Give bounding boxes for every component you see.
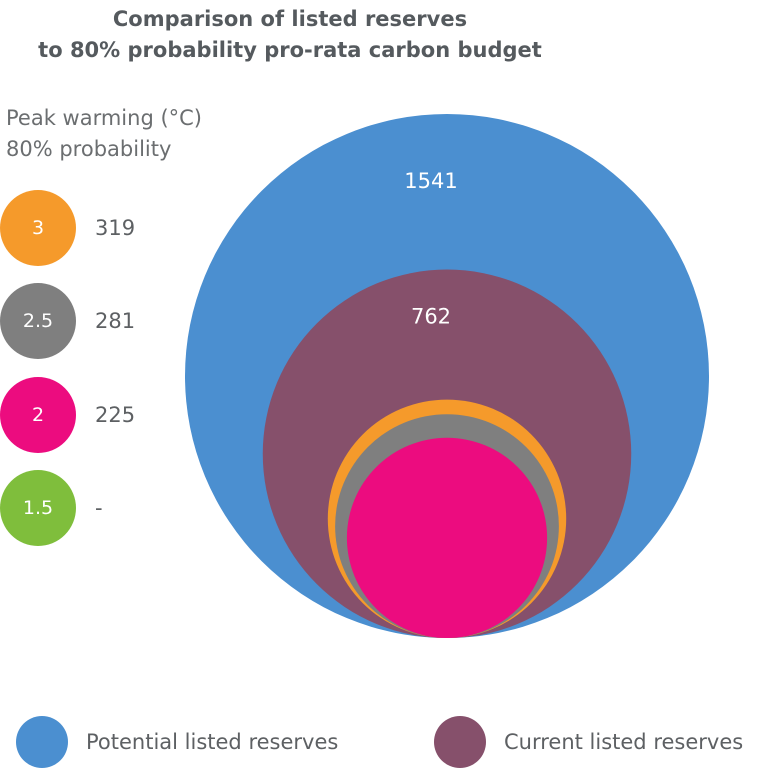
bubble-budget-2c [346, 437, 548, 638]
legend-swatch-3c: 3 [0, 190, 76, 266]
bottom-legend-label-current: Current listed reserves [504, 730, 744, 754]
chart-title: Comparison of listed reserves to 80% pro… [0, 4, 580, 66]
legend-value-2c: 225 [95, 403, 136, 427]
bottom-legend-swatch-potential [16, 716, 68, 768]
nested-bubble-chart: 1541 762 [185, 114, 709, 638]
legend-swatch-2-5c: 2.5 [0, 283, 76, 359]
legend-value-1-5c: - [95, 496, 103, 520]
legend-title-line-1: Peak warming (°C) [6, 106, 203, 130]
legend-swatch-1-5c: 1.5 [0, 470, 76, 546]
bottom-legend-label-potential: Potential listed reserves [86, 730, 339, 754]
bubble-current-listed-reserves-label: 762 [411, 304, 451, 328]
legend-item-2-5c: 2.5 281 [0, 283, 190, 359]
legend-value-2-5c: 281 [95, 309, 136, 333]
legend-title-line-2: 80% probability [6, 137, 172, 161]
legend-swatch-2c: 2 [0, 377, 76, 453]
legend-item-2c: 2 225 [0, 377, 190, 453]
legend-value-3c: 319 [95, 216, 136, 240]
chart-title-line-1: Comparison of listed reserves [112, 7, 468, 31]
bottom-legend-swatch-current [434, 716, 486, 768]
legend-item-3c: 3 319 [0, 190, 190, 266]
legend-title: Peak warming (°C) 80% probability [6, 103, 202, 165]
bubble-potential-listed-reserves-label: 1541 [404, 169, 457, 193]
chart-title-line-2: to 80% probability pro-rata carbon budge… [38, 38, 542, 62]
legend-item-1-5c: 1.5 - [0, 470, 190, 546]
